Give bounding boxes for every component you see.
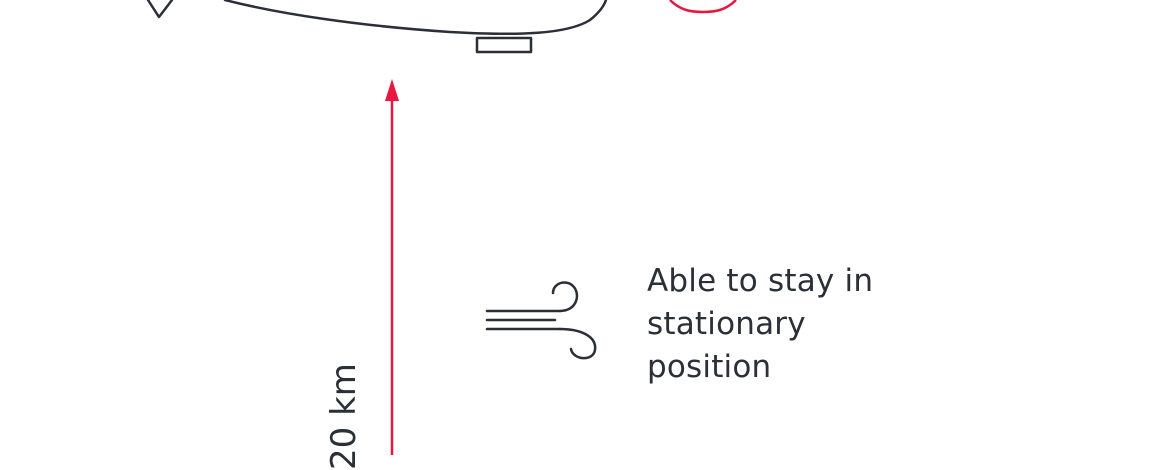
feature-caption: Able to stay in stationary position [647, 260, 873, 389]
caption-line-3: position [647, 349, 772, 385]
altitude-arrow [385, 79, 399, 455]
wind-icon [485, 281, 597, 360]
altitude-label: 20 km [324, 363, 364, 470]
caption-line-1: Able to stay in [647, 263, 874, 299]
airship-hull [223, 0, 608, 36]
arrow-head [385, 79, 399, 101]
airship [146, 0, 608, 54]
airship-gondola [475, 36, 533, 54]
airship-fin [146, 0, 174, 19]
caption-line-2: stationary [647, 306, 806, 342]
balloon-marker [669, 0, 737, 14]
altitude-label-wrap: 20 km [318, 363, 364, 470]
diagram-canvas [146, 0, 737, 455]
